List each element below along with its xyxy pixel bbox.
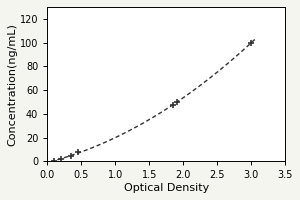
Y-axis label: Concentration(ng/mL): Concentration(ng/mL) [7,23,17,146]
X-axis label: Optical Density: Optical Density [124,183,209,193]
